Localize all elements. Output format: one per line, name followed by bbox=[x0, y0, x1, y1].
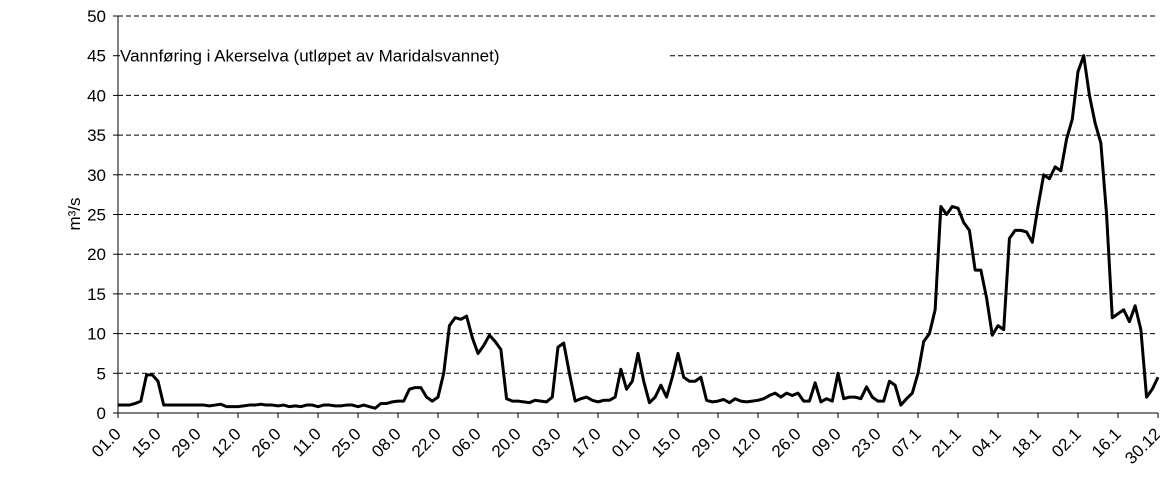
y-tick-label: 5 bbox=[97, 364, 106, 383]
x-tick-label: 09.0 bbox=[808, 424, 845, 461]
y-tick-label: 15 bbox=[87, 285, 106, 304]
y-tick-label: 30 bbox=[87, 166, 106, 185]
y-tick-label: 45 bbox=[87, 47, 106, 66]
chart-title: Vannføring i Akerselva (utløpet av Marid… bbox=[120, 47, 500, 66]
x-tick-label: 08.0 bbox=[368, 424, 405, 461]
x-tick-label: 03.0 bbox=[528, 424, 565, 461]
x-tick-label: 23.0 bbox=[848, 424, 885, 461]
x-tick-label: 17.0 bbox=[568, 424, 605, 461]
y-tick-label: 20 bbox=[87, 245, 106, 264]
x-tick-label: 11.0 bbox=[289, 424, 325, 460]
x-tick-label: 15.0 bbox=[128, 424, 165, 461]
x-tick-label: 29.0 bbox=[688, 424, 725, 461]
x-tick-label: 30.12 bbox=[1121, 424, 1160, 468]
y-tick-label: 0 bbox=[97, 404, 106, 423]
x-tick-label: 04.1 bbox=[968, 424, 1005, 461]
x-tick-label: 26.0 bbox=[248, 424, 285, 461]
y-tick-label: 35 bbox=[87, 126, 106, 145]
x-tick-label: 02.1 bbox=[1048, 424, 1085, 461]
y-tick-label: 50 bbox=[87, 7, 106, 26]
data-line bbox=[118, 54, 1160, 410]
x-tick-label: 16.1 bbox=[1088, 424, 1125, 461]
y-axis-label: m³/s bbox=[65, 197, 84, 230]
y-tick-label: 10 bbox=[87, 325, 106, 344]
x-tick-label: 26.0 bbox=[768, 424, 805, 461]
x-tick-label: 12.0 bbox=[728, 424, 765, 461]
x-tick-label: 22.0 bbox=[408, 424, 445, 461]
x-tick-label: 01.0 bbox=[88, 424, 125, 461]
x-tick-label: 07.1 bbox=[888, 424, 925, 461]
y-tick-label: 25 bbox=[87, 206, 106, 225]
x-tick-label: 18.1 bbox=[1008, 424, 1045, 461]
x-tick-label: 29.0 bbox=[168, 424, 205, 461]
x-tick-label: 06.0 bbox=[448, 424, 485, 461]
x-tick-label: 01.0 bbox=[608, 424, 645, 461]
x-tick-label: 25.0 bbox=[328, 424, 365, 461]
title-background bbox=[120, 43, 668, 68]
x-tick-label: 12.0 bbox=[208, 424, 245, 461]
x-tick-label: 15.0 bbox=[648, 424, 685, 461]
x-tick-label: 20.0 bbox=[488, 424, 525, 461]
x-tick-label: 21.1 bbox=[928, 424, 965, 461]
y-tick-label: 40 bbox=[87, 86, 106, 105]
